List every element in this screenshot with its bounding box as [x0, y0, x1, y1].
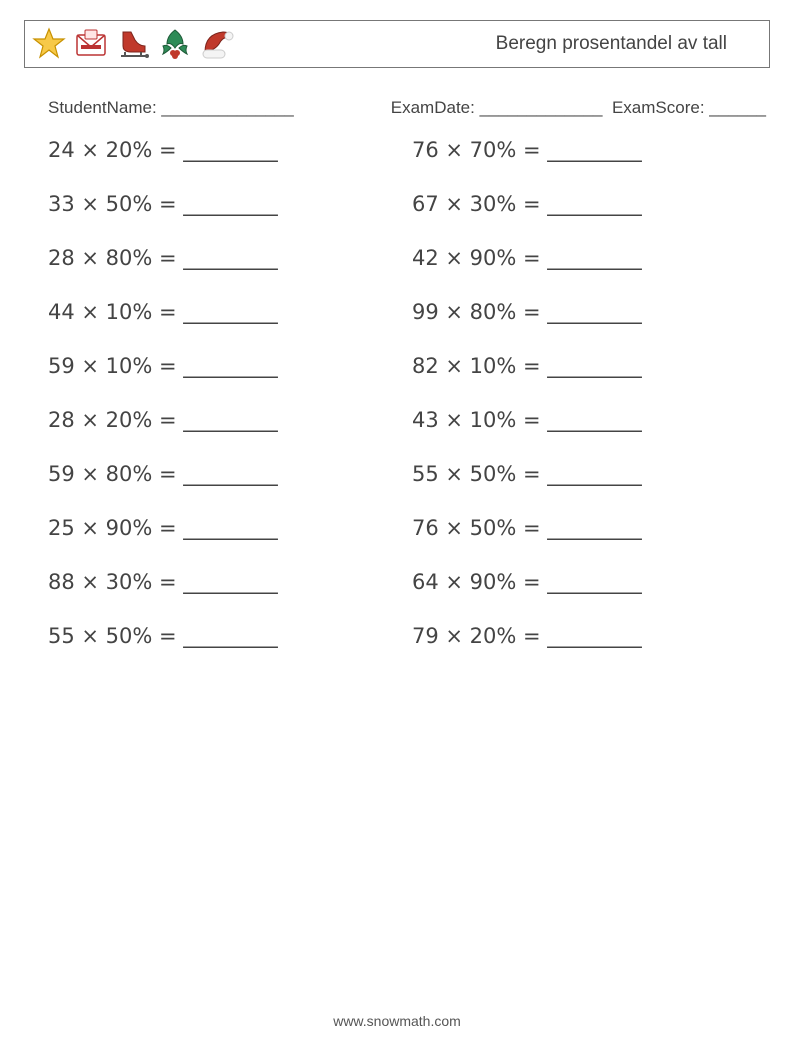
problem-item: 33 × 50% = _________: [48, 192, 382, 216]
holly-icon: [157, 26, 193, 62]
worksheet-title: Beregn prosentandel av tall: [496, 33, 757, 55]
exam-score-field[interactable]: ExamScore: ______: [612, 98, 766, 117]
envelope-icon: [73, 26, 109, 62]
problem-item: 55 × 50% = _________: [48, 624, 382, 648]
problem-item: 28 × 20% = _________: [48, 408, 382, 432]
problem-item: 88 × 30% = _________: [48, 570, 382, 594]
worksheet-page: Beregn prosentandel av tall StudentName:…: [0, 0, 794, 1053]
problem-item: 64 × 90% = _________: [412, 570, 746, 594]
problem-item: 25 × 90% = _________: [48, 516, 382, 540]
problem-item: 43 × 10% = _________: [412, 408, 746, 432]
problems-grid: 24 × 20% = _________ 76 × 70% = _________…: [48, 138, 746, 648]
santa-hat-icon: [199, 26, 235, 62]
problem-item: 76 × 70% = _________: [412, 138, 746, 162]
skate-icon: [115, 26, 151, 62]
meta-row: StudentName: ______________ ExamDate: __…: [48, 98, 766, 118]
problem-item: 67 × 30% = _________: [412, 192, 746, 216]
problem-item: 42 × 90% = _________: [412, 246, 746, 270]
student-name-field[interactable]: StudentName: ______________: [48, 98, 294, 118]
exam-meta: ExamDate: _____________ ExamScore: _____…: [391, 98, 766, 118]
problem-item: 28 × 80% = _________: [48, 246, 382, 270]
problem-item: 59 × 80% = _________: [48, 462, 382, 486]
header-box: Beregn prosentandel av tall: [24, 20, 770, 68]
problem-item: 55 × 50% = _________: [412, 462, 746, 486]
problem-item: 82 × 10% = _________: [412, 354, 746, 378]
problem-item: 76 × 50% = _________: [412, 516, 746, 540]
problem-item: 59 × 10% = _________: [48, 354, 382, 378]
exam-date-field[interactable]: ExamDate: _____________: [391, 98, 603, 117]
problem-item: 99 × 80% = _________: [412, 300, 746, 324]
star-icon: [31, 26, 67, 62]
problem-item: 79 × 20% = _________: [412, 624, 746, 648]
footer-url: www.snowmath.com: [0, 1013, 794, 1029]
problem-item: 44 × 10% = _________: [48, 300, 382, 324]
problem-item: 24 × 20% = _________: [48, 138, 382, 162]
header-icons: [31, 26, 235, 62]
